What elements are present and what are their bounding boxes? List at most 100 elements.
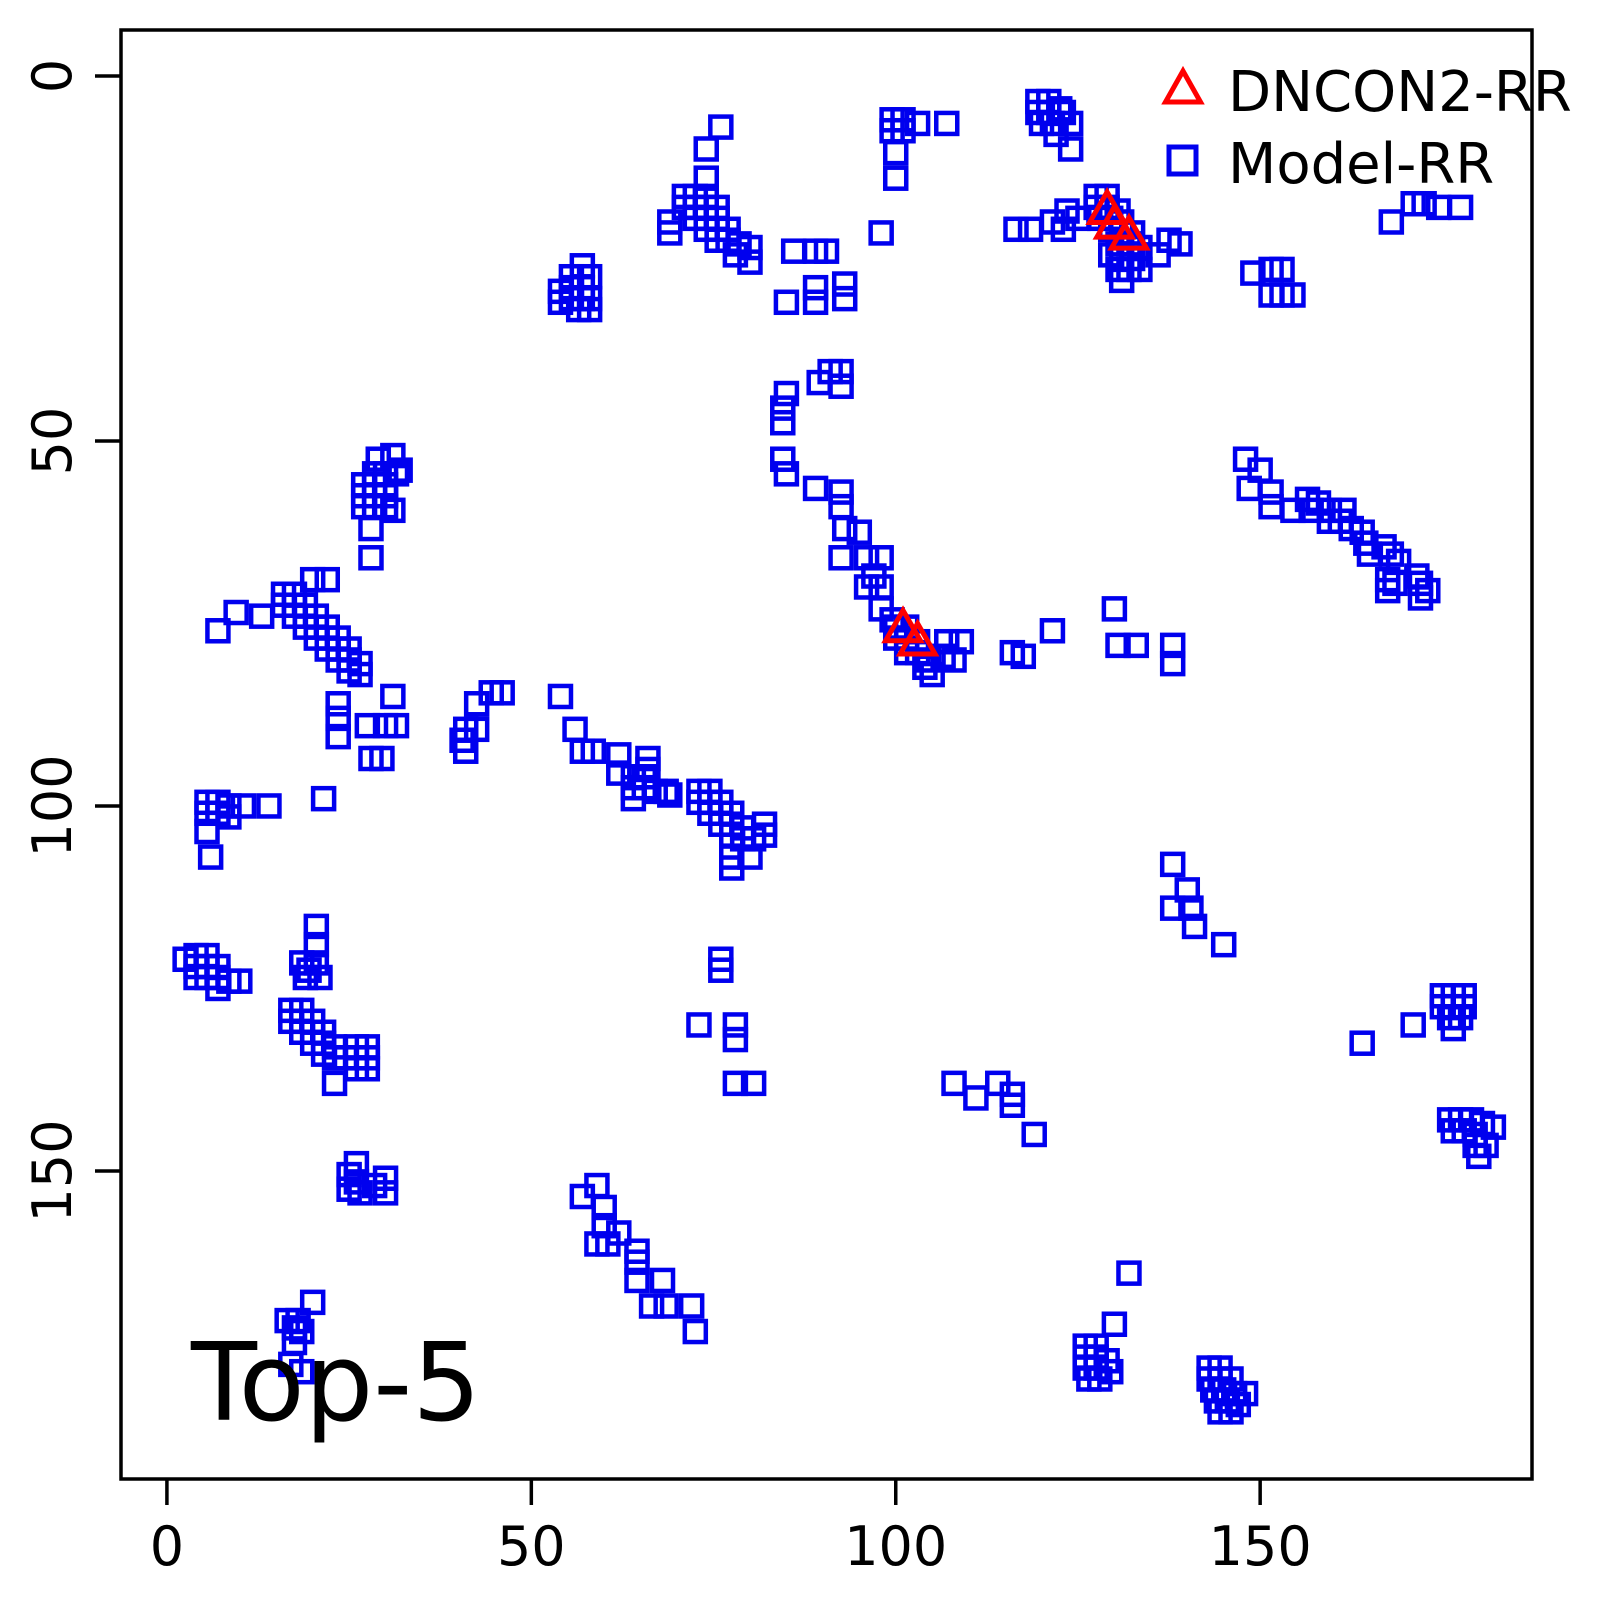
model-rr-point <box>307 964 333 991</box>
model-rr-point <box>358 545 384 571</box>
model-rr-point <box>853 574 880 600</box>
model-rr-point <box>1447 194 1474 221</box>
model-rr-point <box>1407 570 1434 597</box>
model-rr-point <box>802 274 829 301</box>
model-rr-point <box>653 1293 679 1319</box>
model-rr-point <box>740 1070 767 1097</box>
model-rr-point <box>853 545 880 571</box>
model-rr-point <box>915 647 942 673</box>
model-rr-point <box>934 110 960 137</box>
model-rr-point <box>1371 534 1397 560</box>
dncon2-rr-point <box>1092 201 1137 240</box>
model-rr-point <box>591 1212 617 1239</box>
model-rr-point <box>657 220 683 246</box>
model-rr-point <box>941 647 967 673</box>
model-rr-point <box>1159 632 1186 659</box>
model-rr-point <box>463 691 490 717</box>
model-rr-point <box>1181 913 1208 940</box>
model-rr-point <box>657 782 683 808</box>
model-rr-point <box>1466 1143 1492 1170</box>
model-rr-point <box>904 110 931 137</box>
legend-square-icon <box>1166 144 1199 177</box>
model-rr-point <box>737 249 763 275</box>
model-rr-point <box>606 742 632 768</box>
model-rr-point <box>547 683 574 710</box>
model-rr-point <box>1057 136 1084 162</box>
series-dncon2-rr <box>881 187 1151 657</box>
model-rr-point <box>846 519 873 545</box>
model-rr-point <box>292 964 319 991</box>
model-rr-point <box>1269 256 1295 283</box>
model-rr-point <box>595 1231 621 1257</box>
x-axis-tick-label: 150 <box>1209 1515 1312 1578</box>
model-rr-point <box>562 716 588 743</box>
model-rr-point <box>358 515 384 542</box>
model-rr-point <box>1374 577 1401 604</box>
model-rr-point <box>1400 1012 1426 1038</box>
model-rr-point <box>1010 643 1037 670</box>
model-rr-point <box>770 409 796 436</box>
model-rr-point <box>380 683 406 710</box>
model-rr-point <box>354 712 381 739</box>
model-rr-point <box>347 1180 373 1206</box>
x-axis-tick-label: 0 <box>150 1515 184 1578</box>
model-rr-point <box>802 475 829 502</box>
model-rr-point <box>773 289 800 316</box>
model-rr-point <box>325 691 351 717</box>
legend-label-model: Model-RR <box>1228 132 1494 197</box>
model-rr-point <box>831 271 858 297</box>
model-rr-point <box>576 296 603 323</box>
model-rr-point <box>802 289 829 316</box>
dncon2-rr-point <box>895 618 940 657</box>
model-rr-point <box>1280 282 1306 308</box>
model-rr-point <box>230 793 257 819</box>
model-rr-point <box>722 1070 749 1097</box>
annotation-top5: Top-5 <box>190 1321 481 1446</box>
model-rr-point <box>882 165 909 191</box>
model-rr-point <box>1349 1030 1375 1056</box>
dncon2-rr-point <box>1107 212 1151 251</box>
legend-triangle-icon <box>1161 65 1205 105</box>
model-rr-point <box>281 1315 308 1341</box>
model-rr-point <box>256 793 282 819</box>
model-rr-point <box>1174 877 1201 903</box>
model-rr-point <box>1003 216 1029 243</box>
model-rr-point <box>719 855 745 881</box>
model-rr-point <box>387 457 413 483</box>
model-rr-point <box>649 1267 676 1294</box>
model-rr-point <box>708 114 734 140</box>
y-axis-tick-label: 50 <box>21 407 84 476</box>
model-rr-point <box>624 1249 650 1275</box>
y-axis-tick-label: 100 <box>21 754 84 857</box>
model-rr-point <box>1225 1391 1252 1418</box>
model-rr-point <box>383 712 410 739</box>
model-rr-point <box>828 479 854 505</box>
model-rr-point <box>1021 1121 1047 1148</box>
legend-label-dncon2: DNCON2-RR <box>1228 60 1572 125</box>
model-rr-point <box>624 1267 650 1294</box>
model-rr-point <box>288 950 315 976</box>
y-axis: 0 50 100 150 <box>21 59 121 1222</box>
model-rr-point <box>653 778 679 805</box>
model-rr-point <box>372 493 399 520</box>
model-rr-point <box>372 1180 399 1206</box>
model-rr-point <box>1043 121 1069 148</box>
model-rr-point <box>288 1358 315 1385</box>
y-axis-tick-label: 150 <box>21 1119 84 1222</box>
y-axis-tick-label: 0 <box>21 59 84 93</box>
model-rr-point <box>934 628 960 655</box>
model-rr-point <box>948 628 975 655</box>
model-rr-point <box>380 442 406 469</box>
model-rr-point <box>1258 479 1284 505</box>
model-rr-point <box>831 285 858 312</box>
model-rr-point <box>1039 618 1066 644</box>
model-rr-point <box>620 785 647 812</box>
x-axis: 0 50 100 150 <box>150 1479 1312 1578</box>
model-rr-point <box>325 723 351 750</box>
model-rr-point <box>708 957 734 983</box>
model-rr-point <box>1378 209 1405 235</box>
model-rr-point <box>197 844 224 870</box>
model-rr-point <box>489 680 515 706</box>
model-rr-point <box>223 599 249 626</box>
